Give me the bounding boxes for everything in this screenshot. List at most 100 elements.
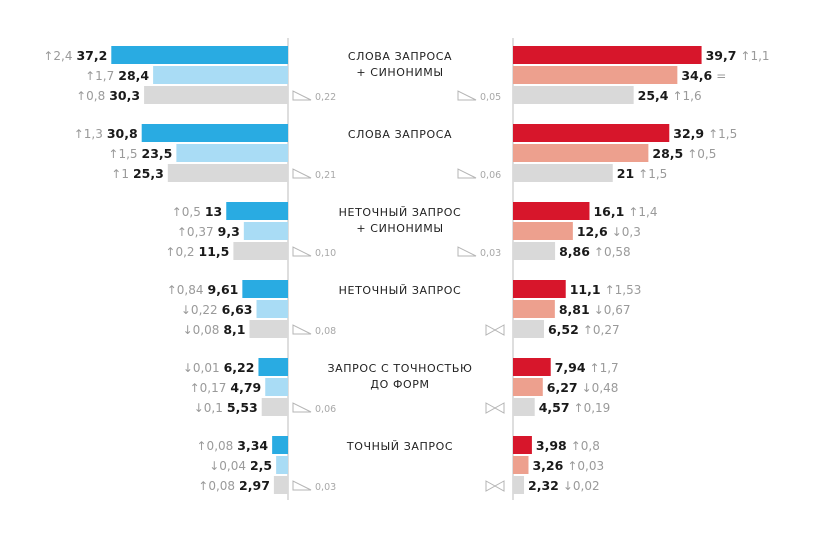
- right-delta-label: ↑1,5: [638, 167, 667, 181]
- category-label: СЛОВА ЗАПРОСА: [348, 128, 452, 141]
- right-value-label: 11,1: [570, 282, 601, 297]
- left-bar: [153, 66, 288, 84]
- right-bowtie-icon: [485, 402, 505, 414]
- right-value-label: 3,98: [536, 438, 567, 453]
- right-bar: [513, 66, 678, 84]
- right-bar: [513, 378, 543, 396]
- left-delta-label: ↑0,84: [167, 283, 204, 297]
- left-bar: [111, 46, 288, 64]
- right-bar: [513, 164, 613, 182]
- left-delta-label: ↑0,08: [197, 439, 234, 453]
- left-bar: [144, 86, 288, 104]
- left-bar: [261, 398, 288, 416]
- right-delta-label: ↑0,03: [567, 459, 604, 473]
- category-label: ТОЧНЫЙ ЗАПРОС: [346, 440, 453, 453]
- right-delta-label: ↑0,58: [594, 245, 631, 259]
- right-bar: [513, 300, 555, 318]
- right-delta-label: ↓0,02: [563, 479, 600, 493]
- left-value-label: 3,34: [237, 438, 268, 453]
- right-diff-label: 0,03: [480, 248, 501, 259]
- left-delta-label: ↓0,22: [181, 303, 218, 317]
- right-bar: [513, 124, 670, 142]
- category-label: ЗАПРОС С ТОЧНОСТЬЮ: [328, 362, 473, 375]
- left-delta-label: ↑1,5: [108, 147, 137, 161]
- right-value-label: 3,26: [532, 458, 563, 473]
- category-label: НЕТОЧНЫЙ ЗАПРОС: [339, 206, 462, 219]
- right-delta-label: ↑1,1: [740, 49, 769, 63]
- left-triangle-icon: [292, 402, 312, 413]
- left-diff-label: 0,06: [315, 404, 336, 415]
- left-value-label: 25,3: [133, 166, 164, 181]
- right-value-label: 4,57: [539, 400, 570, 415]
- left-triangle-icon: [292, 324, 312, 335]
- right-bar: [513, 222, 573, 240]
- chart-marks: СЛОВА ЗАПРОСА + СИНОНИМЫ 37,2 ↑2,4 28,4 ↑1,7 3…: [43, 46, 770, 494]
- left-delta-label: ↑1: [111, 167, 129, 181]
- right-bar: [513, 476, 525, 494]
- right-bar: [513, 436, 532, 454]
- left-bar: [258, 358, 288, 376]
- right-delta-label: ↑0,19: [574, 401, 611, 415]
- left-value-label: 13: [205, 204, 222, 219]
- right-value-label: 8,86: [559, 244, 590, 259]
- right-delta-label: ↑1,6: [672, 89, 701, 103]
- left-bar: [226, 202, 288, 220]
- right-bar: [513, 320, 544, 338]
- right-bar: [513, 86, 634, 104]
- right-bar: [513, 46, 702, 64]
- right-diff-label: 0,06: [480, 170, 501, 181]
- left-bar: [272, 436, 288, 454]
- right-bar: [513, 456, 529, 474]
- category-label: + СИНОНИМЫ: [356, 222, 443, 235]
- right-value-label: 8,81: [559, 302, 590, 317]
- left-triangle-icon: [292, 480, 312, 491]
- right-bowtie-icon: [485, 480, 505, 492]
- category-label: + СИНОНИМЫ: [356, 66, 443, 79]
- left-value-label: 11,5: [199, 244, 230, 259]
- left-delta-label: ↓0,1: [194, 401, 223, 415]
- left-delta-label: ↓0,01: [183, 361, 220, 375]
- left-delta-label: ↓0,08: [183, 323, 220, 337]
- right-delta-label: ↓0,67: [594, 303, 631, 317]
- left-value-label: 2,5: [250, 458, 272, 473]
- right-delta-label: ↓0,48: [582, 381, 619, 395]
- left-bar: [256, 300, 288, 318]
- left-delta-label: ↑0,5: [172, 205, 201, 219]
- left-delta-label: ↑0,17: [190, 381, 227, 395]
- left-bar: [167, 164, 288, 182]
- right-delta-label: ↑0,8: [571, 439, 600, 453]
- right-bar: [513, 202, 590, 220]
- left-delta-label: ↑0,37: [177, 225, 214, 239]
- left-value-label: 8,1: [223, 322, 245, 337]
- left-value-label: 9,3: [218, 224, 240, 239]
- right-triangle-icon: [457, 246, 477, 257]
- right-bar: [513, 144, 649, 162]
- right-value-label: 21: [617, 166, 634, 181]
- right-bar: [513, 358, 551, 376]
- left-bar: [233, 242, 288, 260]
- left-diff-label: 0,22: [315, 92, 336, 103]
- left-delta-label: ↑1,3: [74, 127, 103, 141]
- left-value-label: 30,8: [107, 126, 138, 141]
- right-value-label: 32,9: [673, 126, 704, 141]
- left-value-label: 4,79: [230, 380, 261, 395]
- left-bar: [176, 144, 288, 162]
- left-value-label: 6,63: [222, 302, 253, 317]
- right-diff-label: 0,05: [480, 92, 501, 103]
- left-bar: [273, 476, 288, 494]
- right-delta-label: ↑1,4: [628, 205, 657, 219]
- left-triangle-icon: [292, 168, 312, 179]
- left-delta-label: ↑1,7: [85, 69, 114, 83]
- left-value-label: 30,3: [109, 88, 140, 103]
- left-bar: [265, 378, 288, 396]
- right-value-label: 25,4: [638, 88, 669, 103]
- right-delta-label: ↑1,5: [708, 127, 737, 141]
- left-value-label: 23,5: [142, 146, 173, 161]
- left-bar: [249, 320, 288, 338]
- left-triangle-icon: [292, 90, 312, 101]
- category-label: НЕТОЧНЫЙ ЗАПРОС: [339, 284, 462, 297]
- right-bowtie-icon: [485, 324, 505, 336]
- left-diff-label: 0,10: [315, 248, 336, 259]
- left-bar: [242, 280, 288, 298]
